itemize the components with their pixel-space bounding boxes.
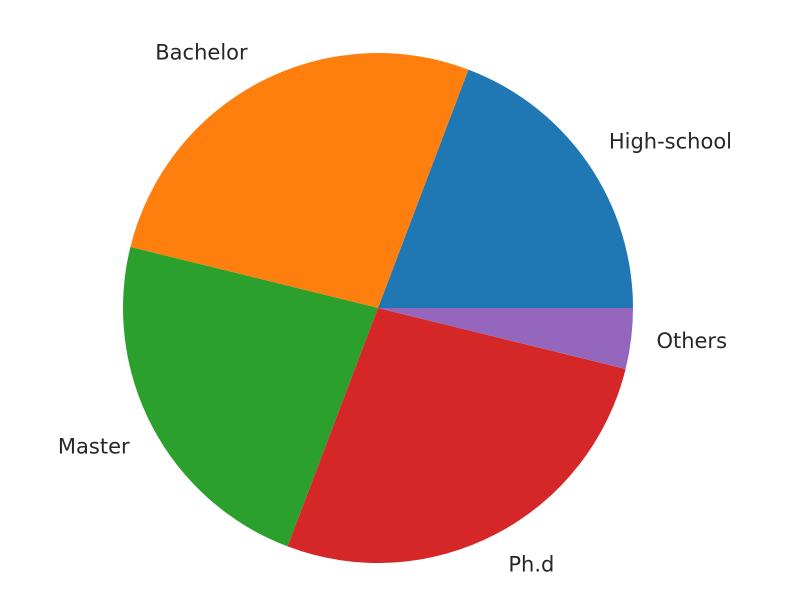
pie-slice-others — [378, 308, 633, 370]
pie-label-others: Others — [656, 329, 727, 353]
pie-label-ph-d: Ph.d — [508, 553, 554, 577]
pie-slice-ph-d — [287, 308, 626, 563]
pie-slice-master — [122, 246, 378, 547]
pie-slice-high-school — [378, 69, 633, 308]
pie-slice-bachelor — [130, 53, 469, 308]
pie-label-bachelor: Bachelor — [155, 41, 248, 65]
pie-label-master: Master — [58, 435, 130, 459]
pie-label-high-school: High-school — [609, 130, 732, 154]
